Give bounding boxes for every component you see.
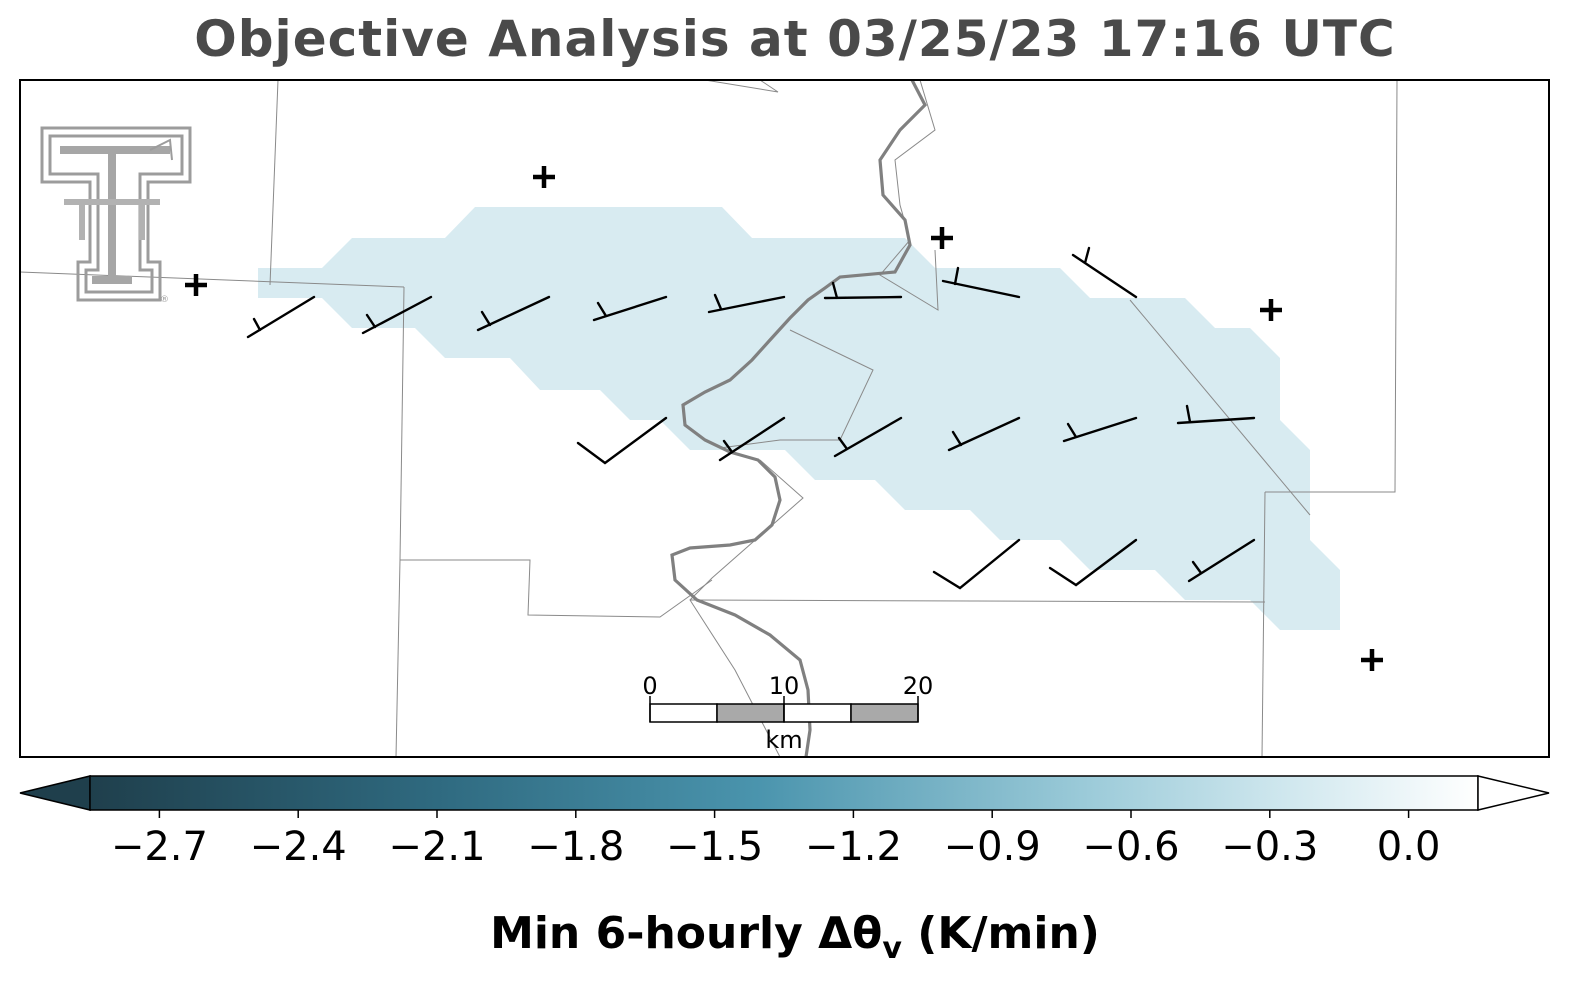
wind-barb xyxy=(947,416,1021,452)
colorbar-tick-label: 0.0 xyxy=(1377,824,1441,870)
colorbar: −2.7 −2.4 −2.1 −1.8 −1.5 −1.2 −0.9 −0.6 −0.3 0.0 xyxy=(19,775,1550,870)
texas-tech-double-t-logo: ® xyxy=(40,126,192,305)
colorbar-tick-label: −0.6 xyxy=(1082,824,1179,870)
registered-mark: ® xyxy=(160,295,169,305)
colorbar-label-unit: (K/min) xyxy=(901,908,1100,959)
wind-barb xyxy=(707,293,786,314)
colorbar-ticks: −2.7 −2.4 −2.1 −1.8 −1.5 −1.2 −0.9 −0.6 −0.3 0.0 xyxy=(111,810,1441,870)
wind-barb xyxy=(246,295,316,339)
calm-marker xyxy=(1361,649,1383,671)
wind-barb xyxy=(1071,246,1138,299)
colorbar-tick-label: −1.2 xyxy=(805,824,902,870)
wind-barb xyxy=(1048,538,1138,587)
colorbar-body xyxy=(89,775,1479,811)
colorbar-label-subscript: v xyxy=(882,930,902,966)
wind-barb xyxy=(361,295,433,335)
colorbar-tick-label: −2.4 xyxy=(250,824,347,870)
map-frame-border xyxy=(19,79,1550,758)
plot-title: Objective Analysis at 03/25/23 17:16 UTC xyxy=(194,10,1396,68)
colorbar-tick-label: −2.1 xyxy=(388,824,485,870)
colorbar-extend-low xyxy=(19,775,91,811)
wind-barb xyxy=(1062,416,1138,443)
shaded-region xyxy=(258,207,1340,630)
wind-barb xyxy=(1176,404,1256,425)
river-line xyxy=(670,80,927,757)
colorbar-label-main: Min 6-hourly Δθ xyxy=(490,908,883,959)
wind-barb xyxy=(932,538,1021,590)
scale-unit: km xyxy=(765,726,802,754)
wind-barb xyxy=(833,416,903,458)
colorbar-tick-label: −0.9 xyxy=(944,824,1041,870)
colorbar-tick-label: −1.5 xyxy=(666,824,763,870)
wind-barb xyxy=(823,281,903,300)
calm-station-markers xyxy=(185,166,1383,671)
wind-barb xyxy=(592,295,668,322)
colorbar-label: Min 6-hourly Δθv (K/min) xyxy=(0,908,1590,966)
wind-barb xyxy=(1187,538,1256,583)
wind-barb xyxy=(718,416,786,462)
scale-label-10: 10 xyxy=(769,672,800,700)
colorbar-tick-label: −1.8 xyxy=(527,824,624,870)
calm-marker xyxy=(1260,299,1282,321)
calm-marker xyxy=(931,227,953,249)
colorbar-extend-high xyxy=(1477,775,1550,811)
calm-marker xyxy=(185,274,207,296)
scale-label-20: 20 xyxy=(903,672,934,700)
wind-barbs xyxy=(246,246,1256,590)
wind-barb xyxy=(576,416,668,465)
calm-marker xyxy=(533,166,555,188)
scale-bar: 0 10 20 km xyxy=(642,672,933,754)
colorbar-tick-label: −2.7 xyxy=(111,824,208,870)
wind-barb xyxy=(941,266,1021,299)
colorbar-tick-label: −0.3 xyxy=(1221,824,1318,870)
wind-barb xyxy=(476,295,551,332)
scale-label-0: 0 xyxy=(642,672,657,700)
